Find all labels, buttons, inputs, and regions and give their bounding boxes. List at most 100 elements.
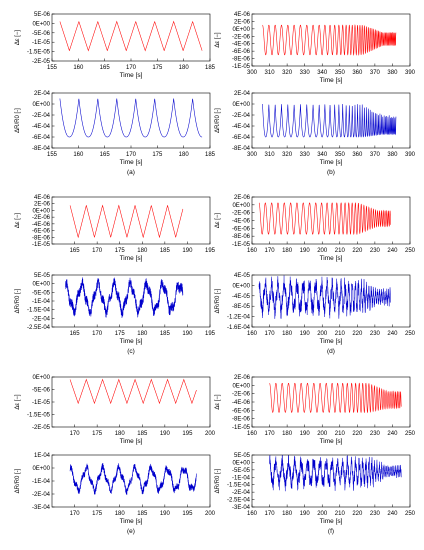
x-axis-label: Time [s] [320, 518, 343, 525]
x-axis-label: Time [s] [120, 518, 143, 525]
y-tick-label: -1E-05 [32, 40, 51, 46]
x-tick-label: 390 [405, 70, 416, 76]
plot-frame [251, 454, 411, 508]
y-tick-label: -1E-05 [32, 242, 51, 248]
y-tick-label: -2E-05 [32, 59, 51, 65]
x-tick-label: 190 [300, 248, 311, 254]
y-tick-label: 5E-06 [34, 12, 51, 18]
y-tick-label: -8E-06 [232, 57, 251, 63]
x-axis-label: Time [s] [120, 338, 143, 345]
x-tick-label: 160 [247, 431, 258, 437]
y-tick-label: -1E-05 [32, 400, 51, 406]
x-tick-label: 380 [387, 70, 398, 76]
panel-caption: (c) [127, 348, 135, 355]
series-line [69, 378, 197, 405]
y-tick-label: 4E-06 [234, 12, 251, 18]
x-tick-label: 155 [47, 152, 58, 158]
y-axis-label: ΔR/R0 [-] [215, 108, 221, 133]
x-tick-label: 250 [405, 331, 416, 337]
panel-e-strain-plot: 170 175 180 185 190 195 200 0E+00 -5E-06 -1E-05 -1… [15, 375, 216, 445]
x-tick-label: 200 [317, 511, 328, 517]
plot-frame [51, 376, 211, 428]
x-tick-label: 185 [160, 331, 171, 337]
y-tick-label: 2E-04 [34, 91, 51, 97]
x-tick-label: 160 [247, 331, 258, 337]
y-axis-label: Δε [−] [215, 32, 221, 48]
x-tick-label: 370 [370, 152, 381, 158]
x-tick-label: 340 [317, 152, 328, 158]
x-tick-label: 175 [152, 65, 163, 71]
y-tick-label: 2E-04 [234, 91, 251, 97]
x-tick-label: 185 [205, 65, 216, 71]
x-axis-label: Time [s] [120, 438, 143, 445]
x-tick-label: 350 [335, 152, 346, 158]
x-tick-label: 250 [405, 511, 416, 517]
x-tick-label: 175 [115, 331, 126, 337]
x-tick-label: 185 [160, 248, 171, 254]
x-tick-label: 165 [70, 331, 81, 337]
x-tick-label: 230 [370, 511, 381, 517]
x-axis-label: Time [s] [320, 255, 343, 262]
x-tick-label: 175 [152, 152, 163, 158]
x-tick-label: 170 [70, 511, 81, 517]
y-tick-label: -8E-04 [32, 146, 51, 152]
x-tick-label: 195 [182, 431, 193, 437]
y-tick-label: -6E-06 [232, 408, 251, 414]
panel-a-strain-plot: 155 160 165 170 175 180 185 5E-06 0E+00 -5E-06 -1E… [15, 12, 216, 79]
x-tick-label: 195 [205, 248, 216, 254]
x-tick-label: 165 [70, 248, 81, 254]
panel-d-strain-plot: 160 170 180 190 200 210 220 230 240 250 2E-06 0E+00… [215, 195, 416, 262]
panel-a-resistance-plot: 155 160 165 170 175 180 185 2E-04 0E+00 -2E-04 -4E… [15, 91, 216, 176]
y-tick-label: -1E-05 [232, 64, 251, 70]
x-tick-label: 240 [387, 248, 398, 254]
y-tick-label: -4E-05 [232, 294, 251, 300]
x-tick-label: 170 [92, 331, 103, 337]
series-line [262, 24, 397, 56]
y-tick-label: 0E+00 [232, 283, 250, 289]
y-tick-label: 0E+00 [32, 282, 50, 288]
x-tick-label: 190 [182, 248, 193, 254]
x-tick-label: 230 [370, 431, 381, 437]
plot-frame [251, 13, 411, 67]
x-tick-label: 165 [100, 152, 111, 158]
x-tick-label: 330 [300, 70, 311, 76]
y-tick-label: -4E-04 [232, 124, 251, 130]
y-tick-label: -4E-06 [232, 219, 251, 225]
y-tick-label: -5E-05 [32, 290, 51, 296]
x-tick-label: 185 [205, 152, 216, 158]
x-tick-label: 180 [282, 431, 293, 437]
y-axis-label: Δε [−] [215, 394, 221, 410]
x-tick-label: 180 [115, 431, 126, 437]
y-tick-label: -6E-06 [232, 226, 251, 232]
x-tick-label: 210 [335, 331, 346, 337]
plot-frame [251, 274, 411, 328]
y-axis-label: ΔR/R0 [-] [15, 468, 21, 493]
x-tick-label: 300 [247, 152, 258, 158]
x-tick-label: 170 [70, 431, 81, 437]
y-tick-label: -2E-06 [32, 215, 51, 221]
x-tick-label: 180 [137, 331, 148, 337]
x-axis-label: Time [s] [320, 77, 343, 84]
series-line [65, 277, 184, 319]
x-tick-label: 190 [160, 431, 171, 437]
y-tick-label: -6E-04 [32, 135, 51, 141]
y-tick-label: 0E+00 [32, 208, 50, 214]
y-tick-label: 5E-05 [234, 453, 251, 459]
panel-c-resistance-plot: 165 170 175 180 185 190 195 5E-05 0E+00 -5E-05 -1E… [15, 273, 216, 355]
y-tick-label: 2E-06 [234, 19, 251, 25]
x-tick-label: 310 [265, 152, 276, 158]
x-tick-label: 390 [405, 152, 416, 158]
plot-frame [51, 13, 211, 62]
panel-d-resistance-plot: 160 170 180 190 200 210 220 230 240 250 4E-05 0E+00… [215, 273, 416, 355]
x-tick-label: 320 [282, 70, 293, 76]
panel-e-resistance-plot: 170 175 180 185 190 195 200 1E-04 0E+00 -1E-04 -2E… [15, 453, 216, 535]
y-tick-label: -1.5E-04 [27, 308, 51, 314]
x-tick-label: 190 [182, 331, 193, 337]
panel-caption: (a) [127, 169, 135, 176]
x-tick-label: 330 [300, 152, 311, 158]
panel-caption: (b) [327, 169, 335, 176]
x-tick-label: 160 [73, 65, 84, 71]
y-tick-label: -2E-04 [32, 316, 51, 322]
x-tick-label: 380 [387, 152, 398, 158]
